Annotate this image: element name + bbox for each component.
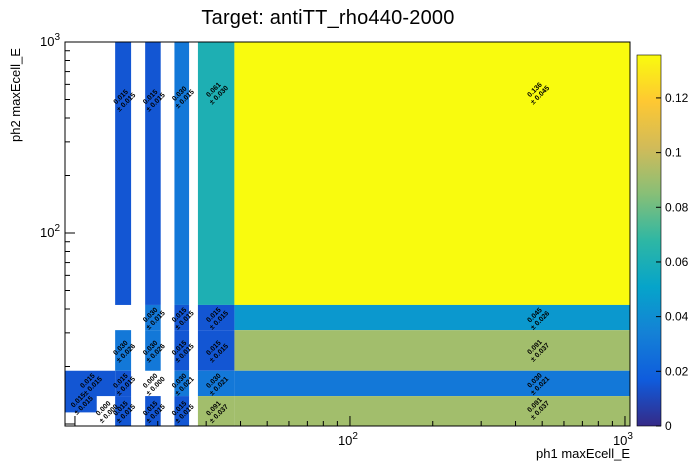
cell-value-label: 0.015± 0.015 xyxy=(111,87,138,114)
plot-frame xyxy=(64,41,631,427)
heatmap-cell xyxy=(174,370,190,397)
heatmap-cell xyxy=(234,304,630,331)
plot-title: Target: antiTT_rho440-2000 xyxy=(201,7,455,29)
heatmap-cell xyxy=(65,370,116,397)
colorbar-tick-label: 0 xyxy=(665,419,672,433)
cell-value-label: 0.030± 0.026 xyxy=(110,338,137,365)
cell-value-label: 0.030± 0.026 xyxy=(140,338,167,365)
heatmap-cell xyxy=(115,370,132,397)
y-axis-title: ph2 maxEcell_E xyxy=(8,48,23,142)
heatmap-cell xyxy=(145,304,161,331)
heatmap-cell xyxy=(234,396,630,426)
axis-tick-label: 102 xyxy=(338,431,358,448)
heatmap-cell xyxy=(197,370,235,397)
heatmap-cell xyxy=(234,42,630,305)
axis-ticks xyxy=(65,41,626,426)
axis-tick-label: 102 xyxy=(40,223,60,240)
colorbar-tick-label: 0.04 xyxy=(665,310,689,324)
colorbar-tick-label: 0.08 xyxy=(665,200,689,214)
heatmap-cell xyxy=(234,330,630,371)
heatmap-cell xyxy=(145,330,161,371)
cell-value-label: 0.015± 0.015 xyxy=(169,305,196,332)
heatmap-cell xyxy=(174,330,190,371)
colorbar-tick-label: 0.12 xyxy=(665,91,689,105)
cell-value-label: 0.030± 0.015 xyxy=(140,305,167,332)
cell-value-label: 0.015± 0.015 xyxy=(169,398,196,425)
colorbar-tick-label: 0.06 xyxy=(665,255,689,269)
heatmap-cell xyxy=(145,42,161,305)
heatmap-cell xyxy=(197,304,235,331)
heatmap-cell xyxy=(115,330,132,371)
axis-tick-label: 103 xyxy=(40,32,60,49)
heatmap-cell xyxy=(65,393,97,413)
cell-value-label: 0.015± 0.015 xyxy=(169,338,196,365)
heatmap-cell xyxy=(197,330,235,371)
cell-value-label: 0.030± 0.015 xyxy=(169,83,196,110)
colorbar-tick-label: 0.02 xyxy=(665,364,689,378)
colorbar xyxy=(636,54,662,427)
colorbar-tick-label: 0.1 xyxy=(665,146,682,160)
heatmap-cell xyxy=(145,396,161,426)
cell-value-label: 0.030± 0.021 xyxy=(169,371,196,398)
heatmap-cell xyxy=(115,42,132,305)
cell-value-label: 0.015± 0.015 xyxy=(140,398,167,425)
heatmap-cell xyxy=(115,396,132,426)
heatmap-cell xyxy=(197,42,235,305)
cell-value-label: 0.000± 0.000 xyxy=(140,371,167,398)
cell-value-label: 0.015± 0.015 xyxy=(110,398,137,425)
heatmap-cell xyxy=(174,304,190,331)
cell-value-label: 0.015± 0.015 xyxy=(140,87,167,114)
heatmap-cell xyxy=(174,396,190,426)
heatmap-cell xyxy=(174,42,190,305)
heatmap-cell xyxy=(234,370,630,397)
axis-tick-label: 103 xyxy=(613,431,633,448)
heatmap-cell xyxy=(197,396,235,426)
x-axis-title: ph1 maxEcell_E xyxy=(536,446,630,461)
